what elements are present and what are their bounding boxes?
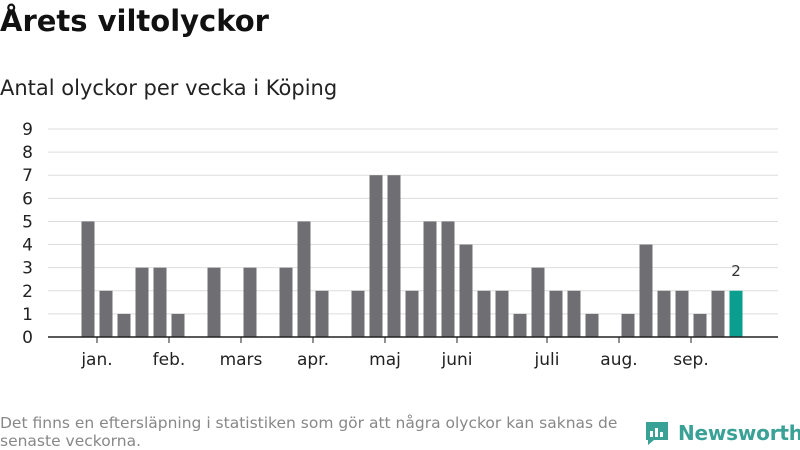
bar-current-week	[729, 290, 743, 337]
bar	[81, 221, 95, 337]
bar	[207, 267, 221, 337]
y-tick-label: 1	[22, 305, 33, 325]
y-tick-label: 2	[22, 282, 33, 302]
bar	[477, 290, 491, 337]
bar	[459, 244, 473, 337]
bar	[585, 313, 599, 337]
bar	[693, 313, 707, 337]
bar	[657, 290, 671, 337]
bar	[279, 267, 293, 337]
bar	[711, 290, 725, 337]
bar	[369, 175, 383, 337]
y-tick-label: 8	[22, 143, 33, 163]
bar-chart: 0 1 2 3 4 5 6 7 8 9 2 jan. feb. mars apr. maj juni juli au…	[22, 120, 778, 370]
bar	[117, 313, 131, 337]
bar	[351, 290, 365, 337]
y-tick-label: 0	[22, 328, 33, 348]
data-label: 2	[731, 262, 741, 280]
x-tick-label: sep.	[673, 350, 709, 370]
bar	[99, 290, 113, 337]
bar	[549, 290, 563, 337]
x-tick-label: maj	[369, 350, 401, 370]
bar	[243, 267, 257, 337]
bar	[171, 313, 185, 337]
bar	[639, 244, 653, 337]
bar	[513, 313, 527, 337]
bar	[531, 267, 545, 337]
x-tick-label: mars	[220, 350, 263, 370]
bar	[135, 267, 149, 337]
brand-logo[interactable]: Newsworthy	[644, 420, 800, 446]
x-tick-label: jan.	[80, 350, 112, 370]
bar	[621, 313, 635, 337]
y-tick-label: 7	[22, 166, 33, 186]
y-tick-label: 4	[22, 236, 33, 256]
bar	[441, 221, 455, 337]
bar	[405, 290, 419, 337]
y-tick-label: 6	[22, 189, 33, 209]
chart-title: Årets viltolyckor	[0, 4, 269, 38]
bar	[495, 290, 509, 337]
bar	[315, 290, 329, 337]
bar	[153, 267, 167, 337]
chart-subtitle: Antal olyckor per vecka i Köping	[0, 76, 338, 100]
x-tick-label: apr.	[297, 350, 329, 370]
y-tick-label: 9	[22, 120, 33, 140]
footnote: Det finns en eftersläpning i statistiken…	[0, 414, 618, 450]
y-tick-label: 3	[22, 259, 33, 279]
bar	[297, 221, 311, 337]
y-tick-label: 5	[22, 212, 33, 232]
x-tick-label: juni	[441, 350, 473, 370]
bar	[675, 290, 689, 337]
bar	[423, 221, 437, 337]
x-tick-label: feb.	[153, 350, 186, 370]
bar	[567, 290, 581, 337]
x-tick-label: juli	[534, 350, 560, 370]
x-tick-label: aug.	[600, 350, 637, 370]
newsworthy-logo-icon	[646, 422, 668, 445]
brand-name: Newsworthy	[678, 421, 800, 445]
bar	[387, 175, 401, 337]
